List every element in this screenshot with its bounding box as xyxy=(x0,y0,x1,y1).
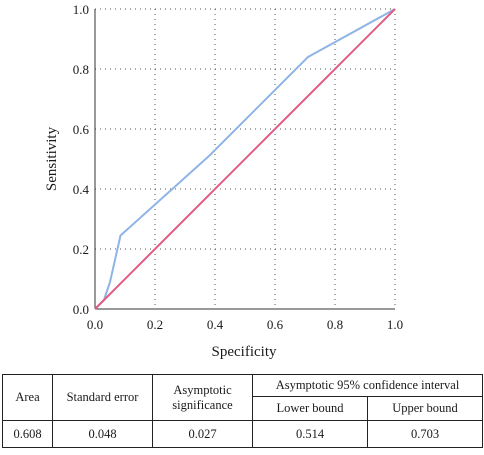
y-axis-label: Sensitivity xyxy=(44,126,60,191)
table-row: 0.608 0.048 0.027 0.514 0.703 xyxy=(2,420,483,448)
x-tick-label: 0.6 xyxy=(267,317,284,332)
y-tick-label: 0.4 xyxy=(73,182,90,197)
subheader-row: Lower bound Upper bound xyxy=(3,396,483,421)
header-area: Area xyxy=(2,374,53,421)
header-asymptotic-significance: Asymptotic significance xyxy=(152,374,253,421)
x-tick-label: 0.4 xyxy=(207,317,224,332)
value-asymptotic-significance: 0.027 xyxy=(152,420,253,448)
reference-diagonal-line xyxy=(94,8,396,310)
y-tick-label: 0.2 xyxy=(73,242,89,257)
y-tick-label: 0.6 xyxy=(73,122,90,137)
tick-labels: 0.0 0.2 0.4 0.6 0.8 1.0 0.0 0.2 0.4 0.6 0.8 1.0 xyxy=(73,2,403,332)
roc-chart: 0.0 0.2 0.4 0.6 0.8 1.0 0.0 0.2 0.4 0.6 0.8 1.0 Spe… xyxy=(44,2,403,360)
value-upper-bound: 0.703 xyxy=(367,420,483,448)
value-area: 0.608 xyxy=(2,420,53,448)
y-tick-label: 1.0 xyxy=(73,2,89,17)
header-lower-bound: Lower bound xyxy=(252,396,368,421)
roc-statistics-table: Area Standard error Asymptotic significa… xyxy=(2,374,483,448)
value-lower-bound: 0.514 xyxy=(252,420,368,448)
x-axis-label: Specificity xyxy=(212,344,277,360)
header-confidence-interval: Asymptotic 95% confidence interval xyxy=(252,374,483,397)
header-standard-error: Standard error xyxy=(52,374,153,421)
x-tick-label: 0.2 xyxy=(147,317,163,332)
header-upper-bound: Upper bound xyxy=(367,396,483,421)
value-standard-error: 0.048 xyxy=(52,420,153,448)
header-row: Area Standard error Asymptotic significa… xyxy=(2,374,483,421)
x-tick-label: 0.0 xyxy=(87,317,103,332)
chart-series xyxy=(94,8,396,310)
y-tick-label: 0.8 xyxy=(73,62,89,77)
x-tick-label: 0.8 xyxy=(327,317,343,332)
chart-axes xyxy=(94,9,395,310)
x-tick-label: 1.0 xyxy=(387,317,403,332)
y-tick-label: 0.0 xyxy=(73,302,89,317)
chart-grid xyxy=(95,8,396,309)
